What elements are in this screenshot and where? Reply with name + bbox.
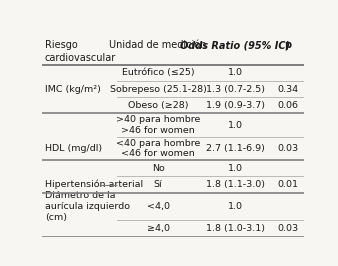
Text: 1.0: 1.0 (228, 164, 243, 173)
Text: <40 para hombre
<46 for women: <40 para hombre <46 for women (116, 139, 200, 159)
Text: Odds Ratio (95% IC): Odds Ratio (95% IC) (180, 40, 290, 50)
Text: Hipertensión arterial: Hipertensión arterial (45, 180, 143, 189)
Text: Unidad de medición: Unidad de medición (110, 40, 207, 50)
Text: p: p (284, 40, 291, 50)
Text: 1.8 (1.1-3.0): 1.8 (1.1-3.0) (206, 180, 265, 189)
Text: 1.9 (0.9-3.7): 1.9 (0.9-3.7) (206, 101, 265, 110)
Text: No: No (152, 164, 165, 173)
Text: Riesgo
cardiovascular: Riesgo cardiovascular (45, 40, 116, 63)
Text: Diámetro de la
aurícula izquierdo
(cm): Diámetro de la aurícula izquierdo (cm) (45, 191, 130, 222)
Text: Eutrófico (≤25): Eutrófico (≤25) (122, 68, 194, 77)
Text: HDL (mg/dl): HDL (mg/dl) (45, 144, 102, 153)
Text: 1.8 (1.0-3.1): 1.8 (1.0-3.1) (206, 224, 265, 233)
Text: 0.34: 0.34 (277, 85, 298, 94)
Text: Obeso (≥28): Obeso (≥28) (128, 101, 188, 110)
Text: <4,0: <4,0 (147, 202, 170, 211)
Text: ≥4,0: ≥4,0 (147, 224, 170, 233)
Text: Sí: Sí (154, 180, 163, 189)
Text: 1.0: 1.0 (228, 121, 243, 130)
Text: 1.3 (0.7-2.5): 1.3 (0.7-2.5) (206, 85, 265, 94)
Text: 1.0: 1.0 (228, 202, 243, 211)
Text: 1.0: 1.0 (228, 68, 243, 77)
Text: IMC (kg/m²): IMC (kg/m²) (45, 85, 101, 94)
Text: >40 para hombre
>46 for women: >40 para hombre >46 for women (116, 115, 200, 135)
Text: 0.03: 0.03 (277, 144, 298, 153)
Text: Sobrepeso (25.1-28): Sobrepeso (25.1-28) (110, 85, 207, 94)
Text: 0.01: 0.01 (277, 180, 298, 189)
Text: 2.7 (1.1-6.9): 2.7 (1.1-6.9) (206, 144, 265, 153)
Text: 0.06: 0.06 (277, 101, 298, 110)
Text: 0.03: 0.03 (277, 224, 298, 233)
